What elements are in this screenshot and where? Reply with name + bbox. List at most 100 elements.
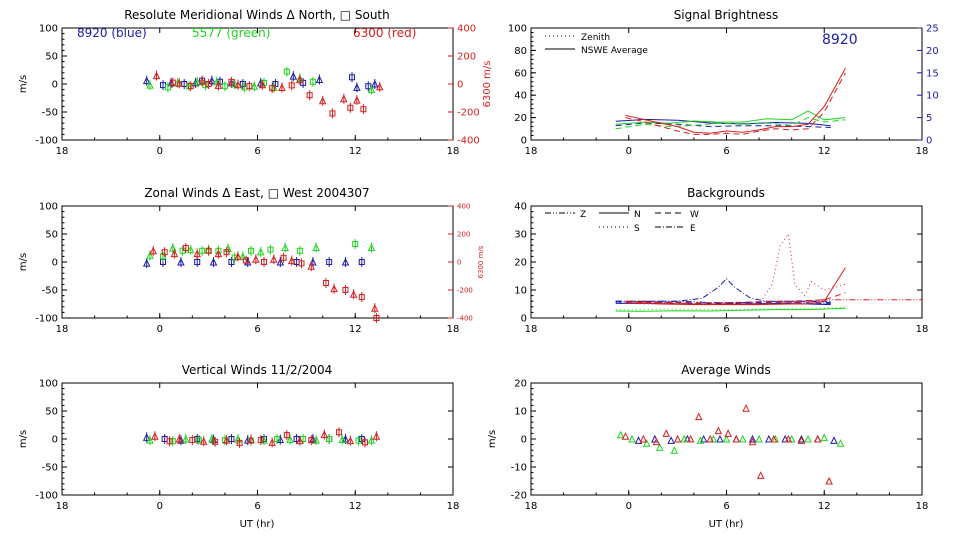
point-6300 [673, 434, 682, 443]
x-tick-label: 6 [723, 324, 729, 335]
y2-tick-label: 200 [457, 230, 470, 238]
y-tick-label: 40 [514, 91, 527, 102]
average-marks [616, 404, 845, 485]
y2-tick-label: 400 [457, 202, 470, 210]
meridional-frame [61, 27, 454, 141]
brightness-y-axis: 0 20 40 60 80 100 [508, 24, 536, 147]
y2-tick-label: 0 [926, 136, 932, 147]
series-6300-n [625, 267, 846, 306]
point-6300 [652, 437, 661, 446]
vertical-marks [142, 427, 381, 448]
vertical-frame [61, 382, 454, 496]
backgrounds-legend: Z N W S E [545, 210, 699, 234]
point-8920 [748, 434, 757, 443]
zonal-title: Zonal Winds Δ East, □ West 2004307 [144, 186, 369, 200]
legend-average-label: NSWE Average [581, 46, 648, 56]
x-tick-label: 12 [349, 324, 362, 335]
y2-tick-label: -400 [457, 314, 473, 322]
x-tick-label: 18 [525, 146, 538, 157]
x-tick-label: 6 [254, 146, 260, 157]
backgrounds-x-axis: 18 0 6 12 18 [525, 206, 928, 335]
x-tick-label: 12 [818, 324, 831, 335]
y-tick-label: 60 [514, 68, 527, 79]
average-ylabel: m/s [487, 430, 498, 448]
brightness-panel: Signal Brightness 8920 Zenith NSWE Avera… [508, 8, 939, 157]
y-tick-label: -20 [511, 491, 527, 502]
x-tick-label: 18 [916, 501, 929, 512]
point-6300 [742, 404, 750, 412]
legend-6300-text: 6300 (red) [353, 26, 416, 40]
y-tick-label: 100 [39, 379, 58, 390]
point-6300 [756, 471, 765, 479]
brightness-station-label: 8920 [822, 32, 858, 48]
meridional-y-axis: -100 -50 0 50 100 [35, 24, 67, 147]
point-6300 [724, 429, 732, 437]
y-tick-label: -10 [511, 463, 527, 474]
series-5577-nswe-average [615, 110, 846, 125]
point-8920 [716, 434, 724, 443]
legend-zenith-label: Zenith [581, 33, 610, 43]
point-6300 [732, 434, 741, 443]
x-tick-label: 18 [447, 324, 460, 335]
average-y-axis: -20 -10 0 10 20 [511, 379, 922, 502]
vertical-panel: Vertical Winds 11/2/2004 m/s UT (hr) 18 0… [18, 363, 459, 530]
point-5577 [628, 434, 636, 443]
point-8920 [699, 434, 708, 443]
y2-tick-label: 0 [457, 258, 461, 266]
x-tick-label: 0 [626, 324, 632, 335]
point-5577 [836, 439, 845, 447]
y2-tick-label: 400 [457, 24, 476, 35]
y-tick-label: 0 [521, 435, 527, 446]
x-tick-label: 12 [818, 146, 831, 157]
y-tick-label: -50 [42, 463, 58, 474]
point-8920 [765, 434, 773, 443]
y2-tick-label: 10 [926, 91, 939, 102]
point-5577 [738, 434, 747, 443]
point-6300 [797, 436, 806, 444]
meridional-panel: Resolute Meridional Winds Δ North, □ Sou… [18, 8, 493, 157]
point-6300 [639, 434, 648, 443]
point-6300 [784, 434, 793, 443]
point-5577 [655, 443, 664, 451]
x-tick-label: 18 [447, 146, 460, 157]
point-5577 [680, 434, 688, 443]
y-tick-label: 0 [52, 258, 58, 269]
y-tick-label: 20 [514, 258, 527, 269]
point-6300 [686, 434, 695, 443]
series-5577-zenith [615, 117, 846, 130]
zonal-x-axis: 18 0 6 12 18 [56, 206, 460, 335]
meridional-x-axis: 18 0 6 12 18 [56, 28, 460, 157]
legend-z-label: Z [580, 210, 586, 220]
y-tick-label: 30 [514, 230, 527, 241]
vertical-title: Vertical Winds 11/2/2004 [182, 363, 333, 377]
legend-e-label: E [690, 224, 696, 234]
brightness-title: Signal Brightness [674, 8, 779, 22]
x-tick-label: 0 [626, 501, 632, 512]
series-6300-s [625, 232, 846, 305]
average-xlabel: UT (hr) [709, 519, 744, 530]
brightness-x-axis: 18 0 6 12 18 [525, 28, 929, 157]
y-tick-label: 100 [508, 24, 527, 35]
x-tick-label: 18 [56, 146, 69, 157]
y-tick-label: 10 [514, 286, 527, 297]
legend-5577-text: 5577 (green) [192, 26, 270, 40]
series-6300-zenith [625, 72, 846, 135]
point-6300 [813, 434, 822, 443]
x-tick-label: 6 [254, 501, 260, 512]
x-tick-label: 12 [349, 146, 362, 157]
y2-tick-label: 200 [457, 52, 476, 63]
vertical-xlabel: UT (hr) [240, 519, 275, 530]
vertical-ylabel: m/s [18, 430, 29, 448]
x-tick-label: 18 [916, 146, 929, 157]
y-tick-label: 50 [45, 407, 58, 418]
x-tick-label: 0 [157, 146, 163, 157]
x-tick-label: 12 [349, 501, 362, 512]
y2-tick-label: 0 [457, 80, 463, 91]
x-tick-label: 18 [447, 501, 460, 512]
point-6300 [694, 412, 703, 421]
y2-tick-label: -400 [457, 136, 480, 147]
x-tick-label: 18 [525, 501, 538, 512]
meridional-y2-axis: -400 -200 0 200 400 [448, 24, 480, 147]
